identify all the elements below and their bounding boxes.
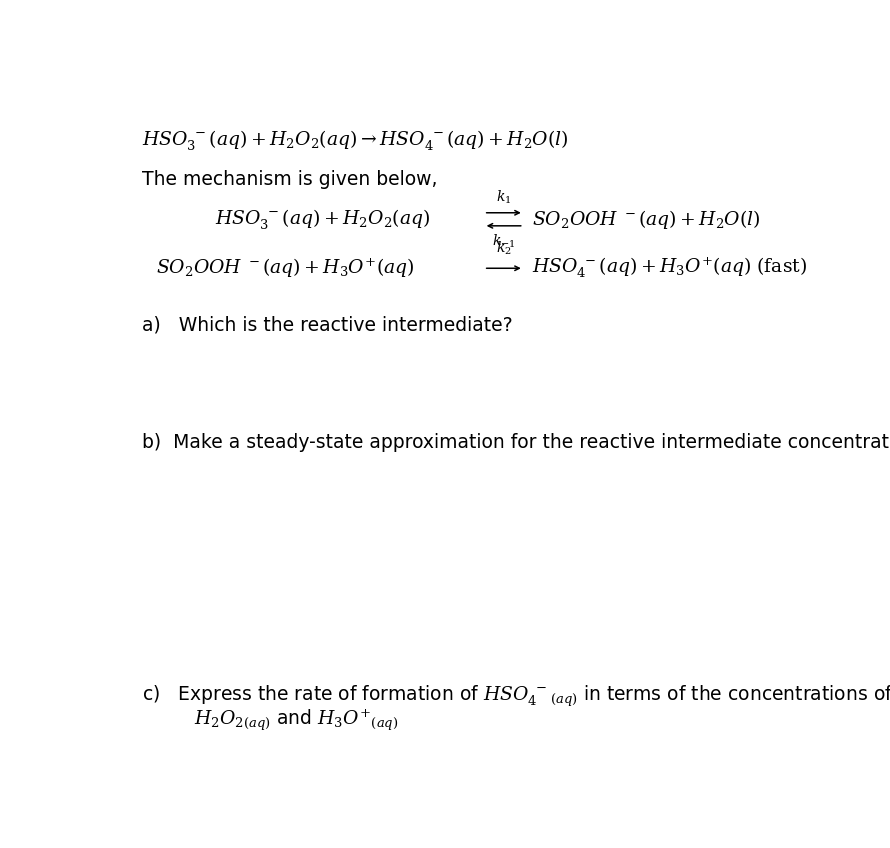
Text: a)   Which is the reactive intermediate?: a) Which is the reactive intermediate? — [142, 315, 513, 334]
Text: The mechanism is given below,: The mechanism is given below, — [142, 170, 438, 189]
Text: $SO_2OOH^{\ -}(aq) + H_2O(l)$: $SO_2OOH^{\ -}(aq) + H_2O(l)$ — [532, 208, 761, 231]
Text: $k_2$: $k_2$ — [496, 240, 512, 258]
Text: $H_2O_{2(aq)}$ and $H_3O^{+}{}_{(aq)}$: $H_2O_{2(aq)}$ and $H_3O^{+}{}_{(aq)}$ — [194, 708, 399, 734]
Text: $k_1$: $k_1$ — [496, 188, 512, 206]
Text: b)  Make a steady-state approximation for the reactive intermediate concentratio: b) Make a steady-state approximation for… — [142, 432, 890, 452]
Text: c)   Express the rate of formation of $HSO_4^{\ -}{}_{(aq)}$ in terms of the con: c) Express the rate of formation of $HSO… — [142, 684, 890, 710]
Text: $HSO_4^{\ -}(aq) + H_3O^{+}(aq)\ \mathrm{(fast)}$: $HSO_4^{\ -}(aq) + H_3O^{+}(aq)\ \mathrm… — [532, 256, 807, 281]
Text: $HSO_3^{\ -}(aq) + H_2O_2(aq) \rightarrow HSO_4^{\ -}(aq) + H_2O(l)$: $HSO_3^{\ -}(aq) + H_2O_2(aq) \rightarro… — [142, 128, 569, 152]
Text: $SO_2OOH^{\ -}(aq) + H_3O^{+}(aq)$: $SO_2OOH^{\ -}(aq) + H_3O^{+}(aq)$ — [156, 257, 415, 280]
Text: $k_{-1}$: $k_{-1}$ — [492, 233, 515, 250]
Text: $HSO_3^{\ -}(aq) + H_2O_2(aq)$: $HSO_3^{\ -}(aq) + H_2O_2(aq)$ — [214, 207, 430, 232]
